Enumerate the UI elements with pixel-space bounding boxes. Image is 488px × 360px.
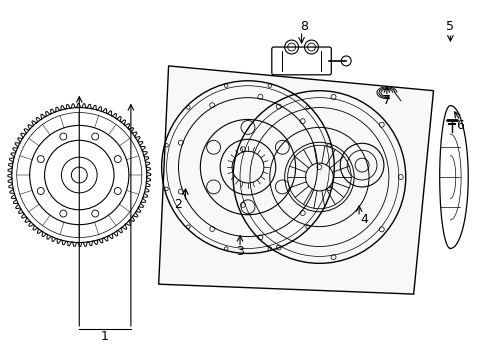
FancyBboxPatch shape <box>271 47 331 75</box>
Polygon shape <box>8 104 150 247</box>
Text: 3: 3 <box>236 245 244 258</box>
Polygon shape <box>158 66 433 294</box>
Text: 4: 4 <box>359 213 367 226</box>
Polygon shape <box>439 105 468 248</box>
Text: 2: 2 <box>174 198 182 211</box>
Text: 5: 5 <box>446 20 453 33</box>
Text: 8: 8 <box>300 20 308 33</box>
Text: 6: 6 <box>455 119 463 132</box>
Text: 7: 7 <box>382 94 390 107</box>
Text: 1: 1 <box>101 330 109 343</box>
